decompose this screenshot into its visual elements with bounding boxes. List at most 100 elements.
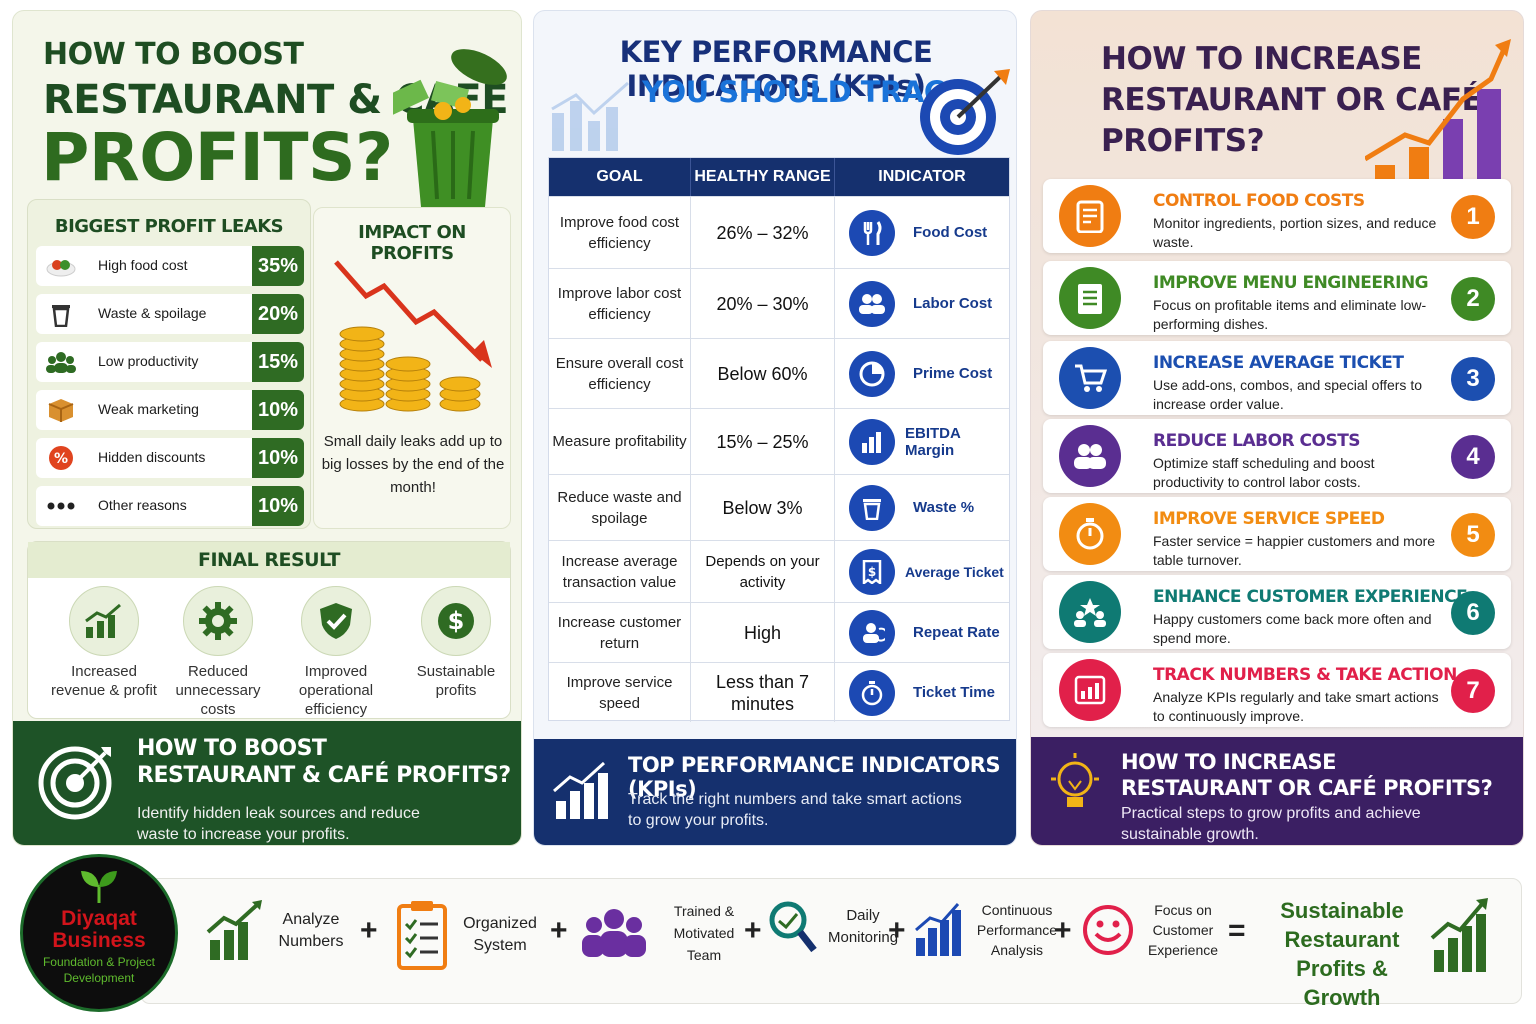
table-row: Ensure overall cost efficiency Below 60%… bbox=[549, 338, 1009, 408]
repeat-icon bbox=[849, 609, 895, 656]
left-footer: HOW TO BOOST RESTAURANT & CAFÉ PROFITS? I… bbox=[13, 721, 521, 845]
kpi-goal: Measure profitability bbox=[549, 409, 691, 474]
final-item-label: Increased revenue & profit bbox=[51, 663, 157, 699]
formula-step-label: Trained & Motivated Team bbox=[673, 903, 735, 963]
step-title: CONTROL FOOD COSTS bbox=[1153, 191, 1365, 211]
people-icon bbox=[849, 280, 895, 327]
final-item: Increased revenue & profit bbox=[48, 586, 160, 700]
middle-footer: TOP PERFORMANCE INDICATORS (KPIs) Track … bbox=[534, 739, 1016, 845]
kpi-indicator: Ticket Time bbox=[913, 684, 995, 701]
right-footer: HOW TO INCREASE RESTAURANT OR CAFÉ PROFIT… bbox=[1031, 737, 1523, 845]
list-item: REDUCE LABOR COSTS Optimize staff schedu… bbox=[1043, 419, 1511, 493]
profit-leaks-box: BIGGEST PROFIT LEAKS High food cost 35% … bbox=[27, 199, 311, 529]
bottom-strip bbox=[140, 878, 1522, 1004]
growth-chart-icon bbox=[553, 761, 608, 819]
trash-icon bbox=[849, 484, 895, 531]
step-title: INCREASE AVERAGE TICKET bbox=[1153, 353, 1404, 373]
kpi-table-header: GOAL HEALTHY RANGE INDICATOR bbox=[549, 158, 1009, 196]
plus-sign: + bbox=[1054, 914, 1072, 947]
leak-row: Waste & spoilage 20% bbox=[36, 294, 304, 334]
formula-step-label: Focus on Customer Experience bbox=[1147, 902, 1219, 958]
kpi-table: GOAL HEALTHY RANGE INDICATOR Improve foo… bbox=[548, 157, 1010, 722]
logo-tagline-line2: Development bbox=[63, 971, 135, 985]
middle-panel: KEY PERFORMANCE INDICATORS (KPIs) YOU SH… bbox=[533, 10, 1017, 846]
smile-icon bbox=[1083, 905, 1133, 955]
left-footer-title: HOW TO BOOST RESTAURANT & CAFÉ PROFITS? bbox=[137, 736, 511, 788]
final-item-label: Sustainable profits bbox=[416, 663, 496, 699]
kpi-goal: Improve labor cost efficiency bbox=[549, 269, 691, 338]
step-number: 1 bbox=[1451, 195, 1495, 239]
kpi-title-line2: YOU SHOULD TRACK bbox=[642, 75, 967, 109]
kpi-range: Depends on your activity bbox=[691, 541, 835, 602]
money-trash-bin-icon bbox=[393, 49, 507, 207]
final-item: $ Sustainable profits bbox=[400, 586, 512, 700]
stopwatch-icon bbox=[1059, 503, 1121, 565]
list-item: INCREASE AVERAGE TICKET Use add-ons, com… bbox=[1043, 341, 1511, 415]
leak-label: Hidden discounts bbox=[98, 449, 206, 465]
leak-label: Weak marketing bbox=[98, 401, 199, 417]
target-arrow-icon bbox=[920, 69, 1010, 155]
impact-title: IMPACT ON PROFITS bbox=[358, 222, 466, 264]
kpi-goal: Increase average transaction value bbox=[549, 541, 691, 602]
list-item: IMPROVE SERVICE SPEED Faster service = h… bbox=[1043, 497, 1511, 571]
header-healthy-range: HEALTHY RANGE bbox=[691, 158, 835, 196]
formula-step-label: Continuous Performance Analysis bbox=[976, 902, 1058, 958]
receipt-icon: $ bbox=[849, 548, 895, 595]
leaf-logo-icon bbox=[81, 871, 117, 903]
right-title: HOW TO INCREASE RESTAURANT OR CAFÉ PROFITS… bbox=[1101, 41, 1483, 159]
final-item-label: Improved operational efficiency bbox=[298, 663, 374, 718]
kpi-indicator: Labor Cost bbox=[913, 295, 993, 312]
magnifier-icon bbox=[769, 901, 817, 953]
kpi-goal: Improve service speed bbox=[549, 663, 691, 722]
table-row: Measure profitability 15% – 25% EBITDA M… bbox=[549, 408, 1009, 474]
step-number: 6 bbox=[1451, 591, 1495, 635]
step-title: ENHANCE CUSTOMER EXPERIENCE bbox=[1153, 587, 1468, 607]
table-row: Improve labor cost efficiency 20% – 30% … bbox=[549, 268, 1009, 338]
growth-chart-icon bbox=[206, 900, 262, 960]
leak-row: Weak marketing 10% bbox=[36, 390, 304, 430]
kpi-range: High bbox=[691, 603, 835, 662]
menu-icon bbox=[1059, 267, 1121, 329]
svg-text:$: $ bbox=[868, 565, 876, 579]
final-item: Improved operational efficiency bbox=[280, 586, 392, 719]
kpi-range: Less than 7 minutes bbox=[691, 663, 835, 722]
team-icon bbox=[582, 909, 646, 957]
formula-step: Focus on Customer Experience bbox=[1082, 900, 1222, 960]
step-title: REDUCE LABOR COSTS bbox=[1153, 431, 1361, 451]
profit-leaks-title: BIGGEST PROFIT LEAKS bbox=[54, 216, 284, 237]
clipboard-icon bbox=[397, 901, 447, 970]
table-row: Reduce waste and spoilage Below 3% Waste… bbox=[549, 474, 1009, 540]
kpi-range: 26% – 32% bbox=[691, 197, 835, 268]
plus-sign: + bbox=[360, 914, 378, 947]
kpi-indicator: Prime Cost bbox=[913, 365, 993, 382]
logo-name-line2: Business bbox=[52, 929, 146, 952]
shield-check-icon bbox=[301, 586, 371, 656]
leak-row: High food cost 35% bbox=[36, 246, 304, 286]
middle-footer-title: TOP PERFORMANCE INDICATORS (KPIs) bbox=[628, 753, 1001, 801]
leak-row: % Hidden discounts 10% bbox=[36, 438, 304, 478]
svg-text:$: $ bbox=[448, 607, 465, 635]
formula-step-label: Analyze Numbers bbox=[278, 911, 344, 950]
right-footer-text: Practical steps to grow profits and achi… bbox=[1121, 805, 1421, 843]
step-desc: Focus on profitable items and eliminate … bbox=[1153, 297, 1427, 332]
formula-step: Analyze Numbers bbox=[206, 900, 348, 962]
step-title: IMPROVE MENU ENGINEERING bbox=[1153, 273, 1429, 293]
leak-value: 10% bbox=[252, 486, 304, 526]
kpi-title-line1: KEY PERFORMANCE INDICATORS (KPIs) bbox=[619, 35, 933, 103]
step-number: 7 bbox=[1451, 669, 1495, 713]
step-desc: Analyze KPIs regularly and take smart ac… bbox=[1153, 689, 1439, 724]
growth-chart-icon bbox=[1430, 898, 1488, 972]
team-icon bbox=[46, 348, 76, 376]
bar-chart-icon bbox=[849, 418, 895, 465]
left-title-line3: PROFITS? bbox=[41, 119, 393, 196]
target-icon bbox=[38, 746, 112, 820]
step-desc: Use add-ons, combos, and special offers … bbox=[1153, 377, 1423, 412]
kpi-indicator: Repeat Rate bbox=[913, 624, 1000, 641]
leak-value: 35% bbox=[252, 246, 304, 286]
leak-row: Other reasons 10% bbox=[36, 486, 304, 526]
people-icon bbox=[1059, 425, 1121, 487]
bar-chart-icon bbox=[915, 903, 961, 956]
step-number: 3 bbox=[1451, 357, 1495, 401]
falling-coins-icon bbox=[334, 260, 492, 412]
chart-icon bbox=[1059, 659, 1121, 721]
